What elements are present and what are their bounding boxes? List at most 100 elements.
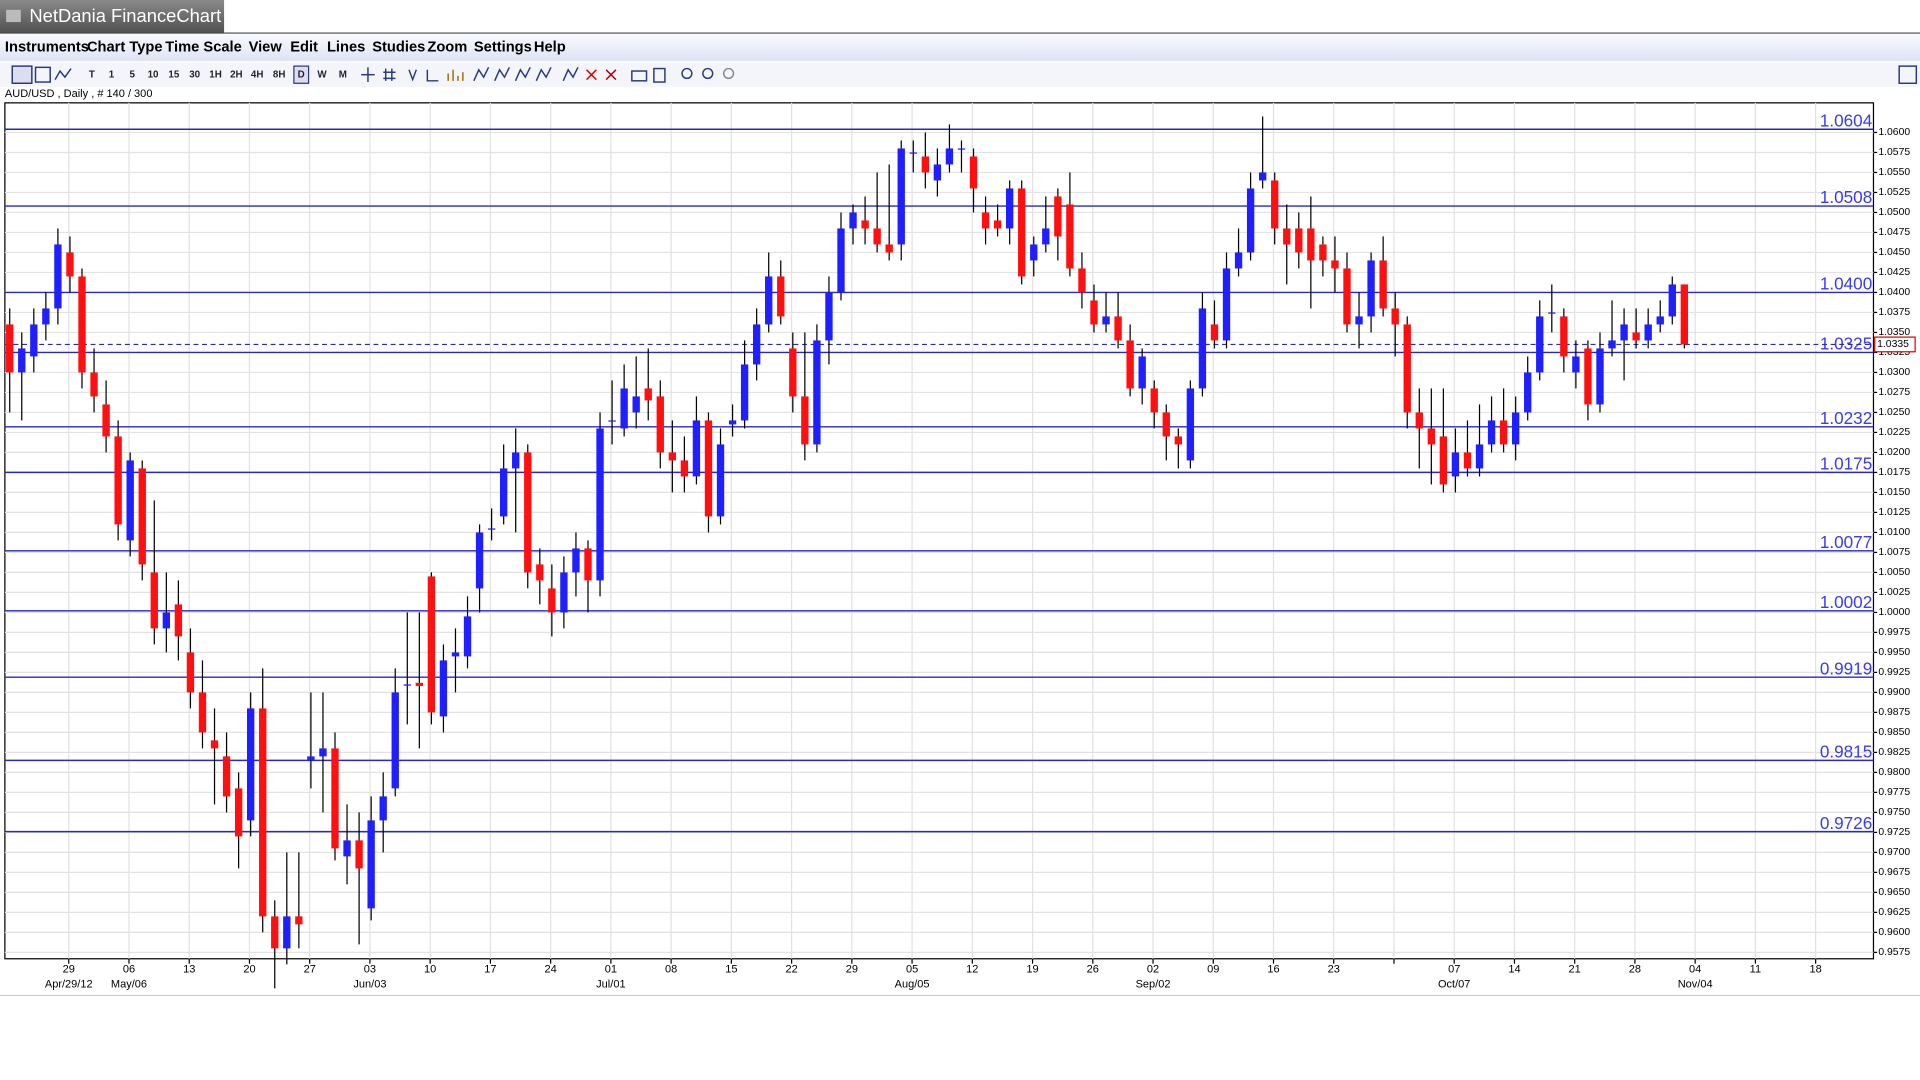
tool-icon[interactable]	[383, 68, 396, 81]
y-tick-label: 1.0375	[1878, 307, 1910, 318]
x-tick-label: 11	[1750, 964, 1761, 976]
menu-item[interactable]: Edit	[290, 40, 318, 56]
candle-body	[801, 396, 809, 445]
timescale-button[interactable]: 5	[130, 69, 136, 80]
y-tick-label: 1.0525	[1878, 187, 1910, 198]
x-tick-label: 22	[785, 964, 797, 976]
menu-item[interactable]: Chart Type	[87, 40, 163, 56]
candle-body	[1331, 260, 1339, 269]
timescale-button[interactable]: M	[339, 69, 347, 80]
candle-body	[1018, 188, 1026, 277]
candle-body	[307, 756, 315, 761]
x-tick-label: 15	[725, 964, 737, 976]
timescale-button[interactable]: 4H	[251, 69, 264, 80]
menu-item[interactable]: Settings	[474, 40, 532, 56]
timescale-button[interactable]: D	[298, 69, 305, 80]
plot-frame	[4, 102, 1875, 960]
tool-icon[interactable]	[722, 67, 735, 80]
tool-icon[interactable]	[631, 70, 648, 82]
menu-item[interactable]: Studies	[372, 40, 425, 56]
candle-body	[126, 460, 134, 541]
x-month-label: Oct/07	[1438, 978, 1470, 990]
tool-icon[interactable]	[408, 69, 418, 82]
tool-icon[interactable]	[653, 67, 666, 83]
timescale-button[interactable]: T	[89, 69, 95, 80]
tool-icon[interactable]	[447, 69, 464, 81]
tool-icon[interactable]	[702, 67, 714, 80]
candle-body	[415, 682, 424, 687]
menu-item[interactable]: Zoom	[427, 40, 467, 56]
tool-icon[interactable]	[34, 66, 51, 83]
candle-body	[1150, 388, 1158, 413]
candle-body	[1596, 348, 1604, 405]
candle-body	[1403, 324, 1411, 413]
candle-body	[30, 324, 38, 357]
candle-body	[1307, 228, 1315, 261]
tool-icon[interactable]	[605, 69, 617, 81]
candle-body	[1138, 356, 1146, 389]
menu-item[interactable]: Lines	[327, 40, 365, 56]
timescale-button[interactable]: 15	[168, 69, 179, 80]
timescale-button[interactable]: 8H	[273, 69, 286, 80]
candle-body	[897, 148, 905, 245]
x-tick-label: 04	[1689, 964, 1701, 976]
candle-body	[861, 220, 869, 229]
timescale-button[interactable]: 1H	[209, 69, 222, 80]
candle-body	[969, 156, 978, 189]
candle-body	[1584, 348, 1592, 405]
candle-body	[1343, 268, 1351, 325]
candle-body	[536, 564, 544, 581]
candle-body	[572, 548, 580, 573]
timescale-button[interactable]: W	[317, 69, 327, 80]
candle-body	[813, 340, 821, 445]
tool-icon[interactable]	[426, 69, 439, 82]
tool-icon[interactable]	[473, 67, 579, 82]
candle-body	[271, 916, 279, 949]
timescale-button[interactable]: 2H	[230, 69, 243, 80]
candle-body	[1391, 308, 1399, 325]
timescale-button[interactable]: 10	[148, 69, 159, 80]
candle-body	[295, 916, 303, 925]
x-tick-label: 13	[183, 964, 195, 976]
candle-body	[259, 708, 267, 917]
candle-body	[1355, 316, 1363, 325]
candle-body	[1186, 388, 1195, 461]
timescale-button[interactable]: 30	[189, 69, 200, 80]
tool-icon[interactable]	[54, 68, 72, 80]
menu-item[interactable]: Time Scale	[165, 40, 241, 56]
tool-icon[interactable]	[681, 67, 693, 80]
candle-body	[644, 388, 652, 401]
candle-body	[355, 840, 363, 869]
candle-body	[439, 660, 448, 717]
candle-body	[1090, 300, 1098, 325]
candle-body	[174, 604, 183, 637]
y-tick-label: 0.9750	[1878, 807, 1910, 818]
candle-body	[921, 156, 930, 173]
menu-item[interactable]: Help	[534, 40, 566, 56]
candle-body	[1054, 196, 1062, 237]
tool-icon[interactable]	[11, 65, 33, 84]
candle-body	[1439, 436, 1448, 485]
candle-body	[512, 452, 520, 469]
tool-icon[interactable]	[586, 69, 597, 81]
timescale-button[interactable]: 1	[109, 69, 115, 80]
candle-body	[560, 572, 568, 613]
candle-body	[716, 444, 725, 517]
candle-body	[1487, 420, 1496, 445]
candle-body	[849, 212, 857, 229]
menu-item[interactable]: Instruments	[5, 40, 89, 56]
candle-body	[138, 468, 146, 565]
window-title: NetDania FinanceChart	[29, 5, 221, 26]
level-label: 1.0325	[1820, 334, 1872, 354]
y-tick-label: 1.0200	[1878, 447, 1910, 458]
chart-title: AUD/USD , Daily , # 140 / 300	[5, 88, 153, 100]
level-label: 1.0002	[1820, 592, 1872, 612]
y-tick-label: 0.9575	[1878, 947, 1910, 958]
timescale-selected	[293, 65, 310, 84]
y-tick-label: 0.9975	[1878, 627, 1910, 638]
x-tick-label: 29	[63, 964, 75, 976]
menu-item[interactable]: View	[249, 40, 283, 56]
x-tick-label: 05	[906, 964, 918, 976]
x-month-label: Jun/03	[353, 978, 386, 990]
tool-icon[interactable]	[1898, 65, 1918, 84]
